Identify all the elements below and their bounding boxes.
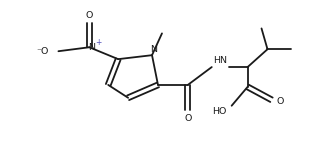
Text: N: N: [150, 45, 157, 54]
Text: ⁻O: ⁻O: [36, 47, 48, 56]
Text: O: O: [86, 11, 93, 20]
Text: O: O: [184, 114, 192, 123]
Text: HN: HN: [213, 56, 227, 65]
Text: +: +: [95, 38, 101, 47]
Text: O: O: [277, 97, 284, 106]
Text: HO: HO: [213, 107, 227, 116]
Text: N: N: [88, 43, 95, 52]
